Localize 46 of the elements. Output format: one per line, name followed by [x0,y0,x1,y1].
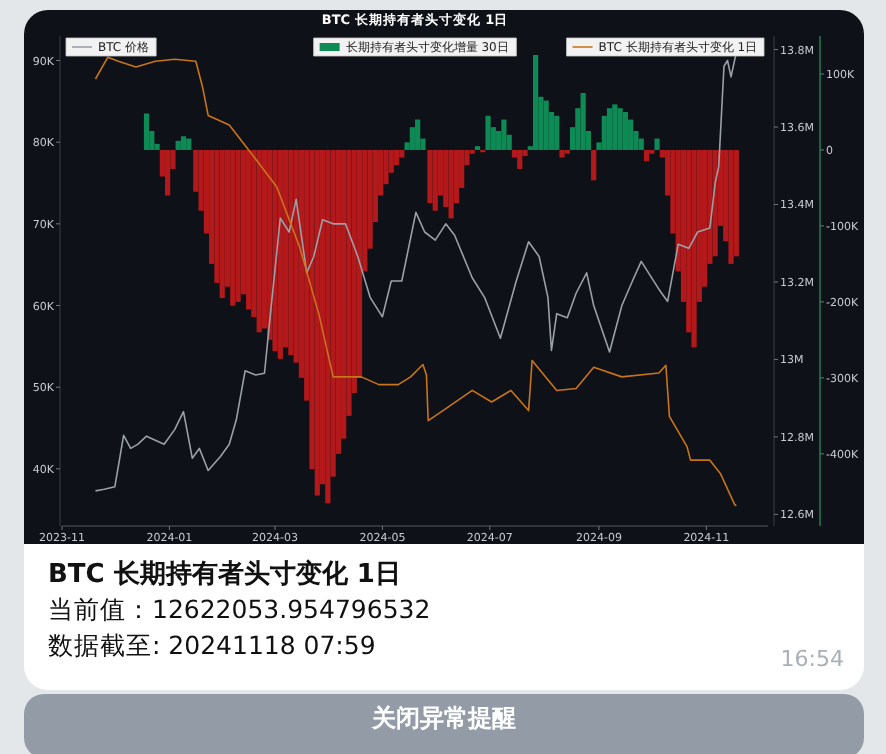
bar [591,149,597,181]
bar [415,119,421,150]
bar [559,149,565,158]
bar [622,111,628,150]
bar [643,149,650,162]
bar [554,115,560,150]
bar [246,149,252,310]
bar [219,149,225,299]
bar [427,149,433,204]
text: BTC 长期持有者头寸变化 1日 [48,558,401,590]
bar [533,54,539,150]
bar [277,149,283,359]
bar [691,149,697,348]
text: 关闭异常提醒 [370,704,516,732]
bar [393,149,400,166]
bar [601,115,607,150]
bar [325,149,331,504]
bar [165,149,171,196]
bar [638,138,644,150]
bar [448,149,454,219]
bar [580,92,586,150]
bar [288,149,294,356]
bar [654,138,660,150]
bar [256,149,262,333]
bar [143,113,150,150]
bar [612,104,618,150]
bar [272,149,278,352]
bar [409,127,415,150]
bar [235,149,241,302]
bar [399,149,405,158]
bar [186,138,192,150]
text: 数据截至: 20241118 07:59 [48,630,376,660]
bar [628,119,634,150]
bar [728,149,734,264]
bar [230,149,236,306]
bar [543,100,549,150]
text: 当前值：12622053.954796532 [48,594,431,624]
bar [617,108,623,150]
bar [733,149,739,257]
text: 16:54 [780,646,844,672]
bar [517,149,523,169]
bar [175,140,181,150]
bar [314,149,320,496]
bar [501,119,507,150]
bar [432,149,438,211]
bar [485,115,491,150]
